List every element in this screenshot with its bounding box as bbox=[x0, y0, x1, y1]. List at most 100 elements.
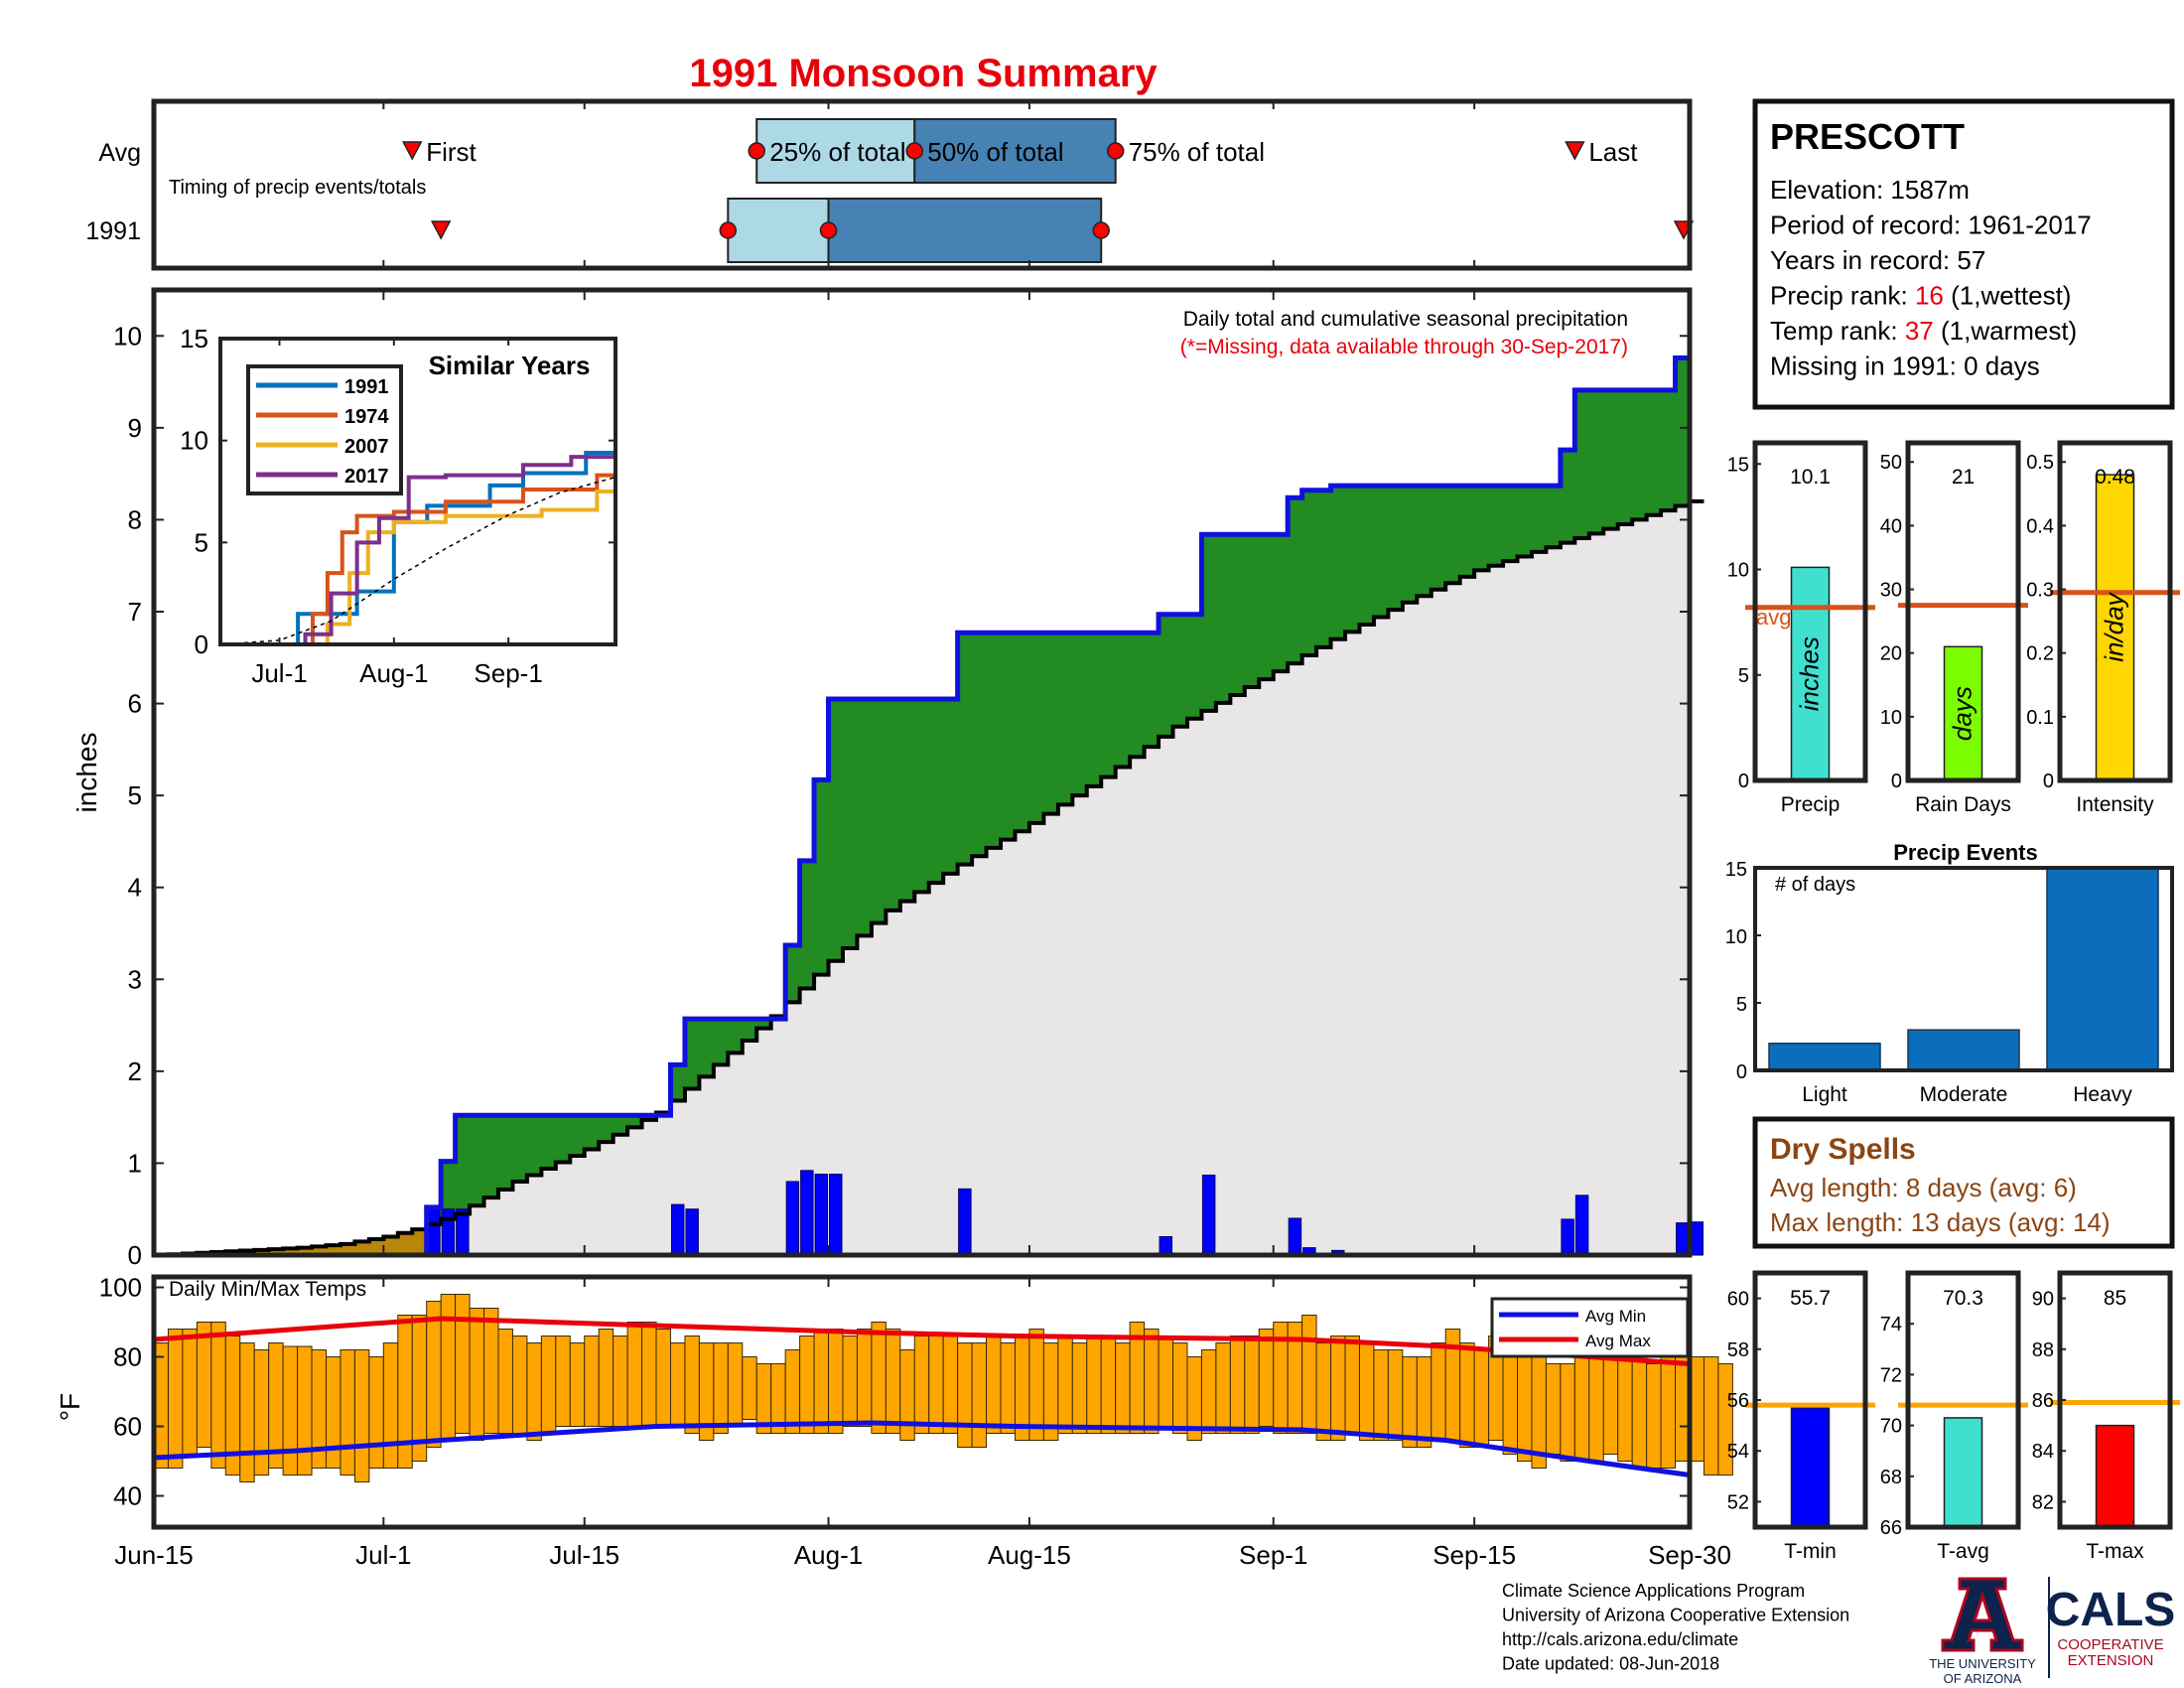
temp-summary-y-tick-label: 74 bbox=[1880, 1314, 1902, 1336]
average-cumulative-line bbox=[154, 498, 1705, 1257]
summary-y-tick-label: 10 bbox=[1880, 707, 1902, 729]
daily-temp-bar bbox=[325, 1356, 341, 1469]
precip-y-tick-label: 9 bbox=[128, 413, 142, 443]
summary-xlabel-Rain Days: Rain Days bbox=[1915, 793, 2011, 816]
station-line-text: Precip rank: bbox=[1770, 281, 1915, 311]
station-line-text: Missing in 1991: 0 days bbox=[1770, 352, 2040, 381]
figure-title: 1991 Monsoon Summary bbox=[689, 52, 1158, 95]
daily-temp-bar bbox=[483, 1308, 499, 1434]
inset-legend-label-2007: 2007 bbox=[344, 436, 389, 458]
timing-row-label-avg: Avg bbox=[98, 139, 141, 167]
x-tick-label: Jul-1 bbox=[355, 1540, 411, 1570]
station-line-suffix: (1,wettest) bbox=[1944, 281, 2072, 311]
event-y-tick-label: 0 bbox=[1736, 1061, 1747, 1083]
daily-temp-bar bbox=[784, 1349, 801, 1434]
event-category-label: Heavy bbox=[2073, 1083, 2132, 1106]
station-info-line: Elevation: 1587m bbox=[1770, 175, 1970, 205]
daily-temp-bar bbox=[196, 1322, 212, 1448]
temp-y-ticks: 40 60 80 100 bbox=[99, 1273, 1690, 1511]
station-info-line: Years in record: 57 bbox=[1770, 245, 1985, 275]
above-average-area bbox=[426, 357, 1690, 1224]
x-tick-label: Jul-15 bbox=[549, 1540, 619, 1570]
precip-panel: 0 1 2 3 4 5 6 7 8 9 10 inches Daily total and cumu… bbox=[71, 287, 1705, 1270]
station-info-lines: Elevation: 1587m Period of record: 1961-2… bbox=[1770, 175, 2092, 381]
summary-y-tick-label: 0.1 bbox=[2026, 707, 2054, 729]
daily-temp-bar bbox=[1100, 1336, 1117, 1434]
daily-temp-bar bbox=[1387, 1349, 1404, 1441]
temp-summary-y-tick-label: 82 bbox=[2032, 1491, 2054, 1513]
summary-y-tick-label: 0.4 bbox=[2026, 515, 2054, 537]
temp-summary-xlabel-T-avg: T-avg bbox=[1937, 1540, 1989, 1563]
precip-y-tick-label: 4 bbox=[128, 873, 142, 903]
daily-temp-bar bbox=[455, 1294, 471, 1434]
timing-row-label-year: 1991 bbox=[85, 217, 141, 245]
dry-spells-max-length: Max length: 13 days (avg: 14) bbox=[1770, 1207, 2111, 1237]
temp-summary-value-T-max: 85 bbox=[2104, 1287, 2126, 1310]
daily-temp-bar bbox=[871, 1322, 887, 1434]
summary-y-tick-label: 50 bbox=[1880, 452, 1902, 474]
daily-temp-bar bbox=[669, 1342, 686, 1427]
daily-temp-bar bbox=[297, 1345, 313, 1476]
precip-y-tick-label: 6 bbox=[128, 689, 142, 719]
dry-spells-title: Dry Spells bbox=[1770, 1133, 1916, 1166]
daily-temp-bar bbox=[1631, 1349, 1648, 1469]
temp-summary-value-T-avg: 70.3 bbox=[1943, 1287, 1983, 1310]
temp-summary-y-tick-label: 88 bbox=[2032, 1339, 2054, 1361]
university-of-arizona-logo: THE UNIVERSITY OF ARIZONA bbox=[1929, 1577, 2036, 1686]
similar-years-inset: 0 5 10 15 Jul-1 Aug-1 Sep-1 Similar Years 1991… bbox=[180, 324, 617, 688]
temps-y-axis-label: °F bbox=[55, 1393, 85, 1421]
station-rank-value: 37 bbox=[1905, 316, 1934, 346]
summary-unit-Intensity: in/day bbox=[2100, 591, 2129, 661]
daily-temp-bar bbox=[828, 1329, 844, 1434]
daily-temp-bar bbox=[1258, 1329, 1275, 1427]
temp-summary-y-tick-label: 52 bbox=[1727, 1491, 1749, 1513]
timing-last-label: Last bbox=[1588, 137, 1638, 167]
daily-temp-bar bbox=[1545, 1363, 1562, 1455]
temp-y-tick-label: 60 bbox=[113, 1412, 142, 1442]
timing-first-label: First bbox=[426, 137, 477, 167]
ua-wordmark-line1: THE UNIVERSITY bbox=[1929, 1656, 2036, 1671]
similar-years-average-line bbox=[219, 476, 616, 645]
daily-temp-bar bbox=[555, 1336, 571, 1427]
daily-temp-bar bbox=[497, 1329, 513, 1434]
daily-temp-bar bbox=[885, 1329, 901, 1434]
daily-precip-bar bbox=[800, 1170, 814, 1256]
daily-temp-bar bbox=[1588, 1349, 1604, 1462]
timing-box-upper-1991 bbox=[827, 198, 1103, 263]
daily-temp-bar bbox=[1315, 1342, 1332, 1441]
similar-year-line-1974 bbox=[220, 471, 617, 646]
daily-temp-bar bbox=[1517, 1342, 1533, 1462]
daily-temp-bar bbox=[986, 1336, 1002, 1434]
inset-x-tick-label: Sep-1 bbox=[474, 658, 542, 688]
event-bar-Moderate bbox=[1907, 1029, 2020, 1071]
daily-temp-bar bbox=[1646, 1363, 1662, 1469]
temps-panel: 40 60 80 100 Daily Min/Max Temps °F Avg Min… bbox=[55, 1273, 1733, 1530]
precip-y-tick-label: 0 bbox=[128, 1240, 142, 1270]
daily-temp-bar bbox=[282, 1345, 299, 1476]
daily-temp-bar bbox=[167, 1329, 184, 1469]
summary-y-tick-label: 0 bbox=[1738, 771, 1749, 792]
temp-summary-y-tick-label: 86 bbox=[2032, 1390, 2054, 1412]
station-line-text: Period of record: 1961-2017 bbox=[1770, 211, 2092, 240]
daily-precip-bar bbox=[441, 1208, 456, 1256]
temp-y-tick-label: 80 bbox=[113, 1342, 142, 1372]
inset-x-tick-label: Aug-1 bbox=[359, 658, 428, 688]
precip-y-tick-label: 2 bbox=[128, 1056, 142, 1086]
similar-year-line-2017 bbox=[220, 455, 615, 646]
daily-temp-bar bbox=[842, 1336, 858, 1427]
x-tick-label: Aug-1 bbox=[794, 1540, 863, 1570]
daily-precip-bar bbox=[785, 1181, 800, 1256]
x-tick-label: Sep-1 bbox=[1239, 1540, 1307, 1570]
daily-temp-bar bbox=[1244, 1336, 1260, 1434]
precip-summary-panels: avg 10.1 inches 0 5 10 15 Precip 21 days 0 10 20 30 40… bbox=[1727, 440, 2180, 816]
precip-y-tick-label: 10 bbox=[113, 321, 142, 351]
daily-temp-bar bbox=[1660, 1349, 1677, 1469]
daily-precip-bar bbox=[1561, 1218, 1574, 1256]
daily-temp-bar bbox=[1330, 1336, 1346, 1441]
temps-axes-frame bbox=[151, 1274, 1693, 1530]
temp-summary-bar-T-max bbox=[2095, 1424, 2135, 1528]
daily-temp-bar bbox=[1000, 1342, 1016, 1434]
daily-temp-bar bbox=[598, 1329, 614, 1427]
summary-value-Rain Days: 21 bbox=[1952, 466, 1975, 489]
summary-value-Intensity: 0.48 bbox=[2095, 466, 2135, 489]
